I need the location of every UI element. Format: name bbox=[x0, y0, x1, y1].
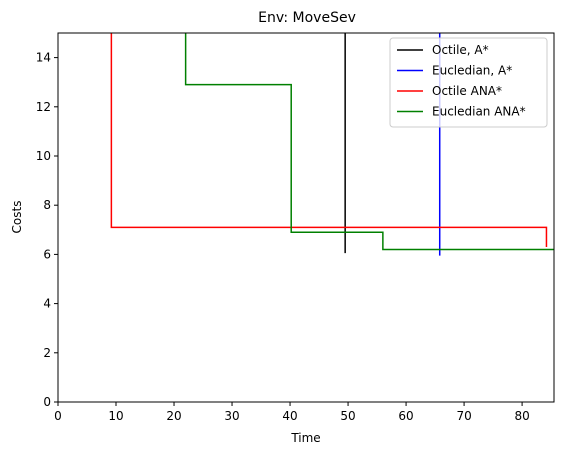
y-tick-label: 8 bbox=[43, 198, 51, 212]
series-line-octile-ana bbox=[110, 33, 548, 248]
x-tick-label: 60 bbox=[398, 409, 413, 423]
x-tick-label: 50 bbox=[340, 409, 355, 423]
x-tick-label: 0 bbox=[54, 409, 62, 423]
y-tick-label: 12 bbox=[36, 100, 51, 114]
y-tick-label: 4 bbox=[43, 297, 51, 311]
legend-label: Eucledian, A* bbox=[432, 64, 512, 78]
plot-frame bbox=[57, 32, 555, 403]
x-tick-label: 10 bbox=[108, 409, 123, 423]
x-tick-label: 20 bbox=[166, 409, 181, 423]
y-tick-label: 2 bbox=[43, 346, 51, 360]
x-axis: 0 10 20 30 40 50 60 70 80 bbox=[54, 402, 530, 423]
x-tick-label: 70 bbox=[456, 409, 471, 423]
chart-title: Env: MoveSev bbox=[258, 10, 356, 26]
legend: Octile, A* Eucledian, A* Octile ANA* Eucled… bbox=[389, 37, 548, 128]
legend-label: Octile ANA* bbox=[432, 84, 502, 98]
y-tick-label: 6 bbox=[43, 247, 51, 261]
y-tick-label: 0 bbox=[43, 395, 51, 409]
legend-label: Octile, A* bbox=[432, 43, 489, 57]
y-axis-label: Costs bbox=[10, 201, 24, 234]
legend-label: Eucledian ANA* bbox=[432, 105, 526, 119]
legend-box bbox=[389, 37, 548, 128]
y-tick-label: 10 bbox=[36, 149, 51, 163]
x-axis-label: Time bbox=[290, 431, 320, 445]
x-tick-label: 40 bbox=[282, 409, 297, 423]
series-line-eucledian-ana bbox=[184, 33, 554, 251]
x-tick-label: 80 bbox=[514, 409, 529, 423]
x-tick-label: 30 bbox=[224, 409, 239, 423]
y-tick-label: 14 bbox=[36, 51, 51, 65]
y-axis: 0 2 4 6 8 10 12 14 bbox=[36, 51, 58, 409]
